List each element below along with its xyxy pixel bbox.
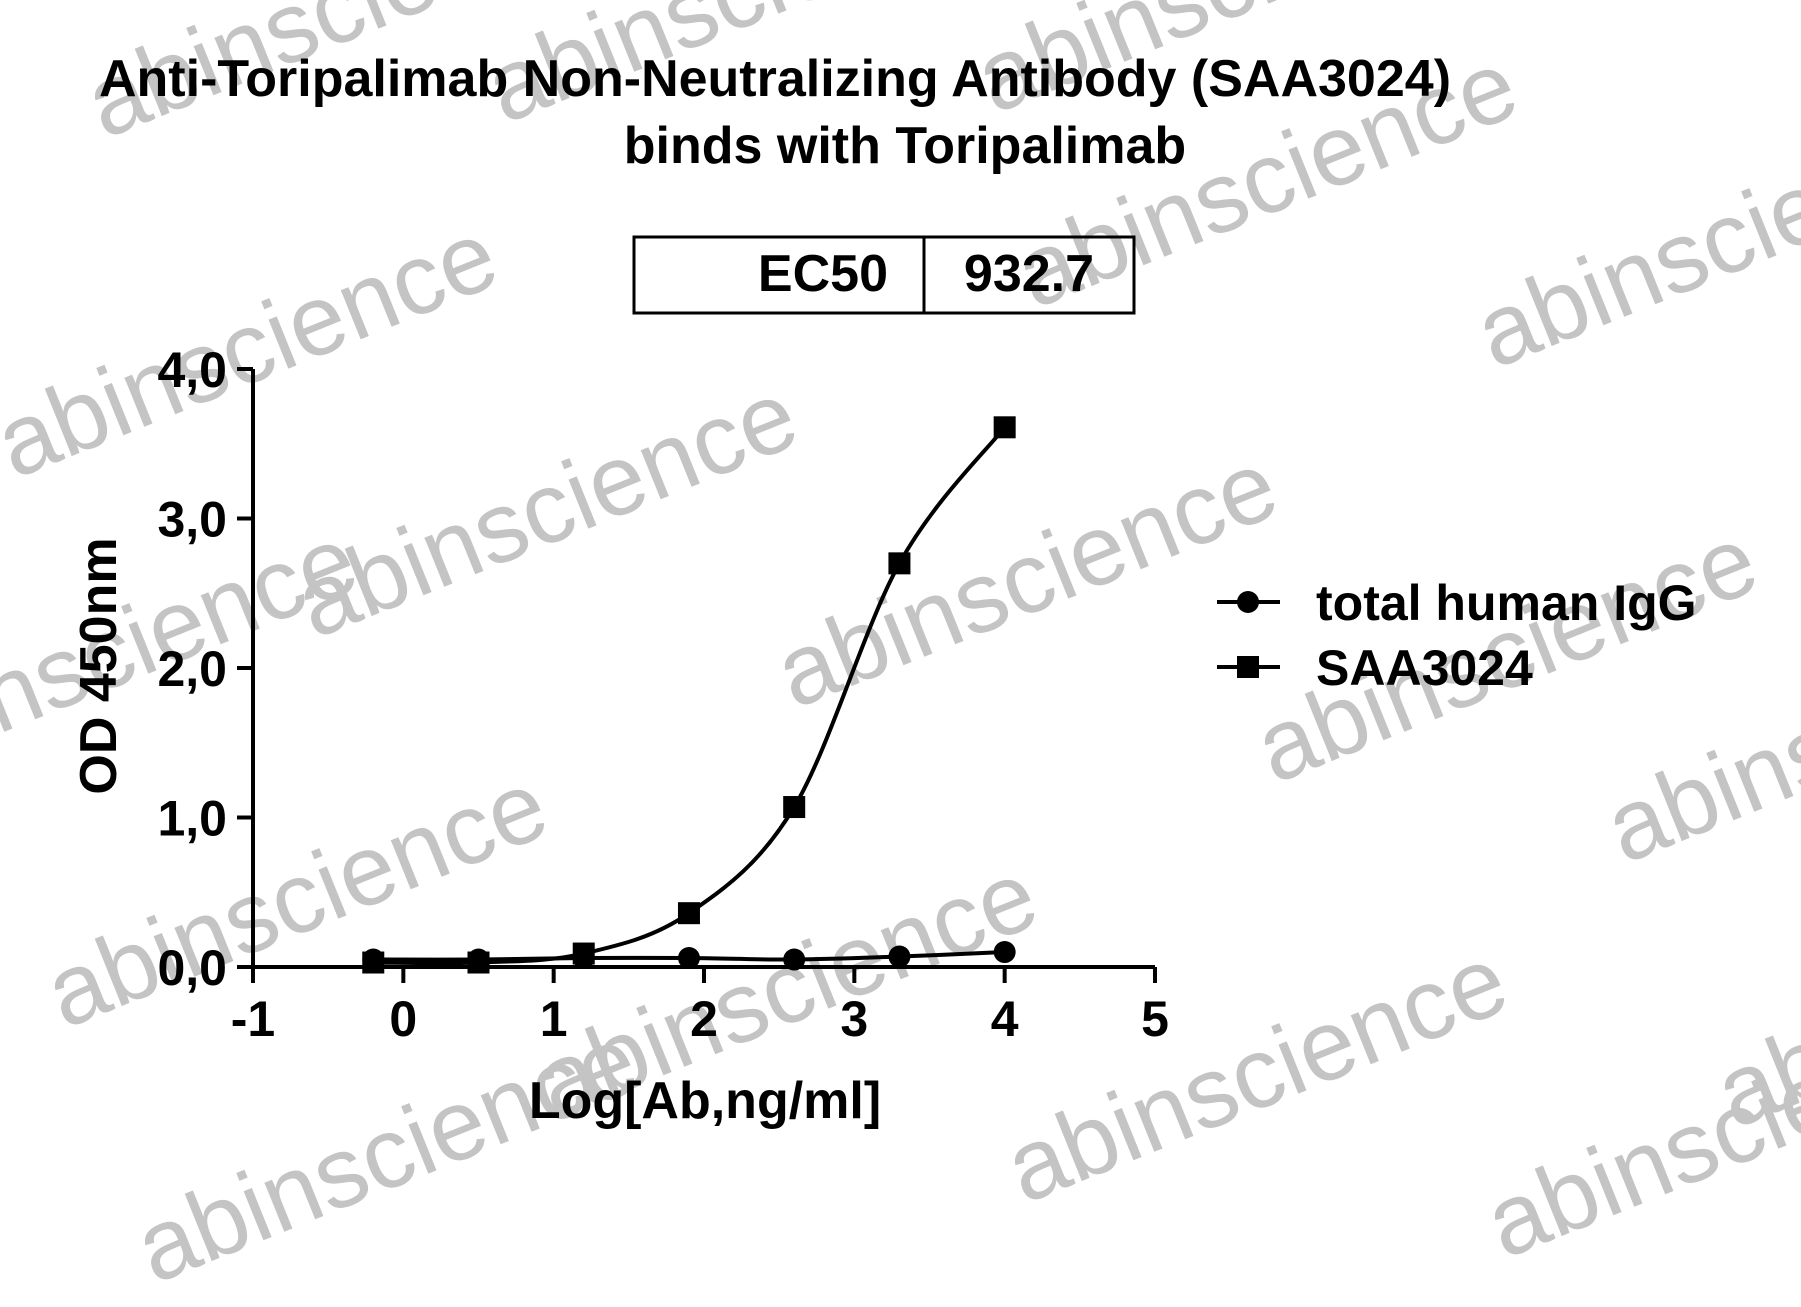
- series-line-saa3024: [373, 426, 1007, 966]
- ec50-label: EC50: [758, 245, 888, 303]
- x-tick-label: 5: [1141, 991, 1169, 1047]
- ec50-table: EC50 932.7: [632, 235, 1136, 315]
- data-point-saa3024: [467, 951, 490, 974]
- y-tick-label: 0,0: [157, 940, 227, 996]
- chart: Anti-Toripalimab Non-Neutralizing Antibo…: [70, 50, 1697, 1130]
- data-point-saa3024: [888, 552, 911, 575]
- y-tick-label: 3,0: [157, 492, 227, 548]
- data-point-total-human-igg: [888, 945, 911, 968]
- ec50-value: 932.7: [964, 245, 1094, 303]
- y-tick-label: 2,0: [157, 641, 227, 697]
- legend-label-saa3024: SAA3024: [1316, 640, 1533, 696]
- x-axis-label: Log[Ab,ng/ml]: [529, 1072, 881, 1130]
- chart-title: Anti-Toripalimab Non-Neutralizing Antibo…: [99, 50, 1451, 108]
- legend-marker-total-human-igg: [1237, 591, 1259, 613]
- x-tick-label: 0: [389, 991, 417, 1047]
- x-tick-label: 4: [991, 991, 1019, 1047]
- plot-area: -1 0 1 2 3 4 5 0,0 1,0 2,0 3,0 4,0: [157, 342, 1168, 1047]
- x-tick-label: 3: [840, 991, 868, 1047]
- y-axis-label: OD 450nm: [70, 537, 128, 794]
- data-point-total-human-igg: [783, 948, 806, 971]
- x-tick-label: 1: [540, 991, 568, 1047]
- data-point-total-human-igg: [677, 947, 700, 970]
- ec50-table-border: [632, 235, 1136, 315]
- y-tick-label: 1,0: [157, 791, 227, 847]
- legend-marker-saa3024: [1237, 656, 1259, 678]
- data-point-saa3024: [362, 951, 385, 974]
- data-point-saa3024: [993, 416, 1016, 439]
- data-point-saa3024: [572, 942, 595, 965]
- x-tick-label: -1: [231, 991, 275, 1047]
- data-point-total-human-igg: [993, 941, 1016, 964]
- x-tick-label: 2: [690, 991, 718, 1047]
- legend: total human IgG SAA3024: [1217, 575, 1697, 696]
- data-point-saa3024: [783, 796, 806, 819]
- y-tick-label: 4,0: [157, 342, 227, 398]
- legend-label-total-human-igg: total human IgG: [1316, 575, 1697, 631]
- data-point-saa3024: [677, 902, 700, 925]
- chart-subtitle: binds with Toripalimab: [624, 117, 1186, 175]
